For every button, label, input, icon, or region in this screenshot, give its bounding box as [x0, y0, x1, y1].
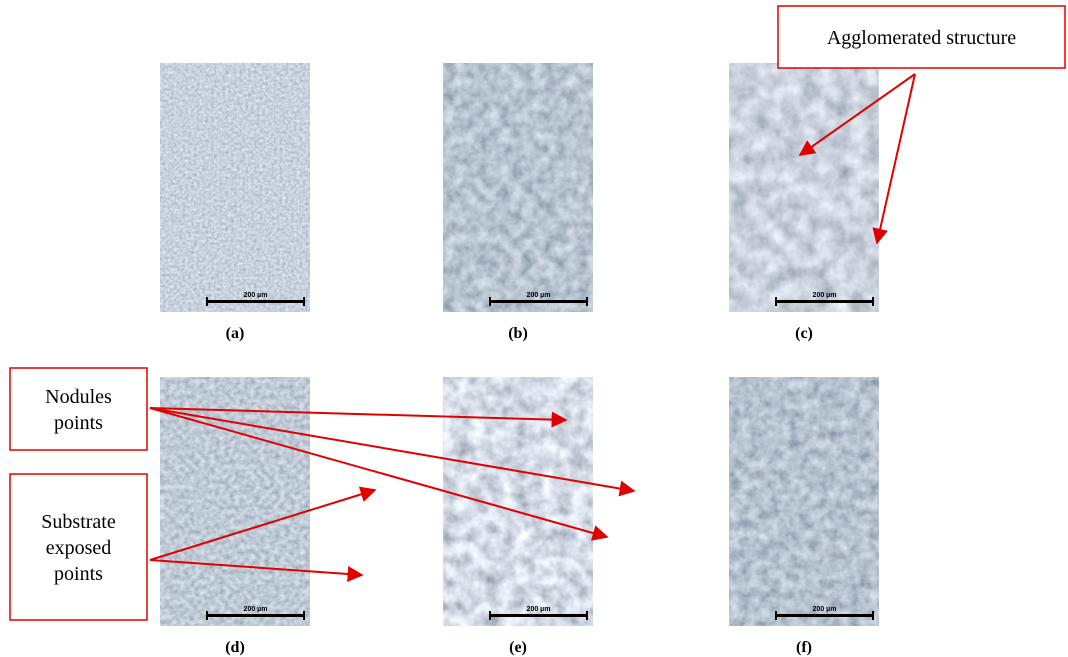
scale-bar-label: 200 µm: [244, 606, 268, 613]
panel-label: (b): [508, 325, 528, 342]
micrograph: [443, 377, 593, 626]
annotation-text: points: [54, 412, 103, 434]
panel-label: (d): [225, 639, 245, 656]
scale-bar-end: [872, 297, 874, 306]
scale-bar-end: [775, 611, 777, 620]
scale-bar: [489, 300, 588, 303]
arrow: [877, 74, 915, 243]
scale-bar-end: [206, 297, 208, 306]
panels: 200 µm (a) 200 µm (b) 200 µm (c) 200 µm (d) 200 …: [160, 63, 879, 656]
scale-bar-end: [303, 297, 305, 306]
scale-bar-end: [775, 297, 777, 306]
scale-bar: [489, 614, 588, 617]
annotation-text: Substrate: [41, 511, 116, 533]
panel-label: (a): [226, 325, 245, 342]
scale-bar: [206, 614, 305, 617]
scale-bar: [206, 300, 305, 303]
figure: 200 µm (a) 200 µm (b) 200 µm (c) 200 µm (d) 200 …: [0, 0, 1068, 657]
panel-label: (f): [796, 639, 812, 656]
micrograph: [729, 63, 879, 312]
annotation-text: Agglomerated structure: [827, 27, 1016, 49]
scale-bar-end: [206, 611, 208, 620]
annotation-text: points: [54, 563, 103, 585]
panel-label: (c): [795, 325, 813, 342]
scale-bar-label: 200 µm: [527, 292, 551, 299]
annotation-text: Nodules: [45, 386, 112, 408]
scale-bar-end: [586, 611, 588, 620]
micrograph: [160, 63, 310, 312]
annotation-text: exposed: [46, 537, 112, 559]
annotation-box: [10, 368, 147, 450]
scale-bar-end: [586, 297, 588, 306]
scale-bar-end: [489, 611, 491, 620]
panel-label: (e): [509, 639, 527, 656]
scale-bar-end: [489, 297, 491, 306]
scale-bar: [775, 300, 874, 303]
scale-bar-end: [872, 611, 874, 620]
micrograph: [443, 63, 593, 312]
micrograph: [729, 377, 879, 626]
scale-bar-label: 200 µm: [813, 606, 837, 613]
scale-bar-label: 200 µm: [813, 292, 837, 299]
scale-bar-end: [303, 611, 305, 620]
scale-bar: [775, 614, 874, 617]
scale-bar-label: 200 µm: [244, 292, 268, 299]
scale-bar-label: 200 µm: [527, 606, 551, 613]
